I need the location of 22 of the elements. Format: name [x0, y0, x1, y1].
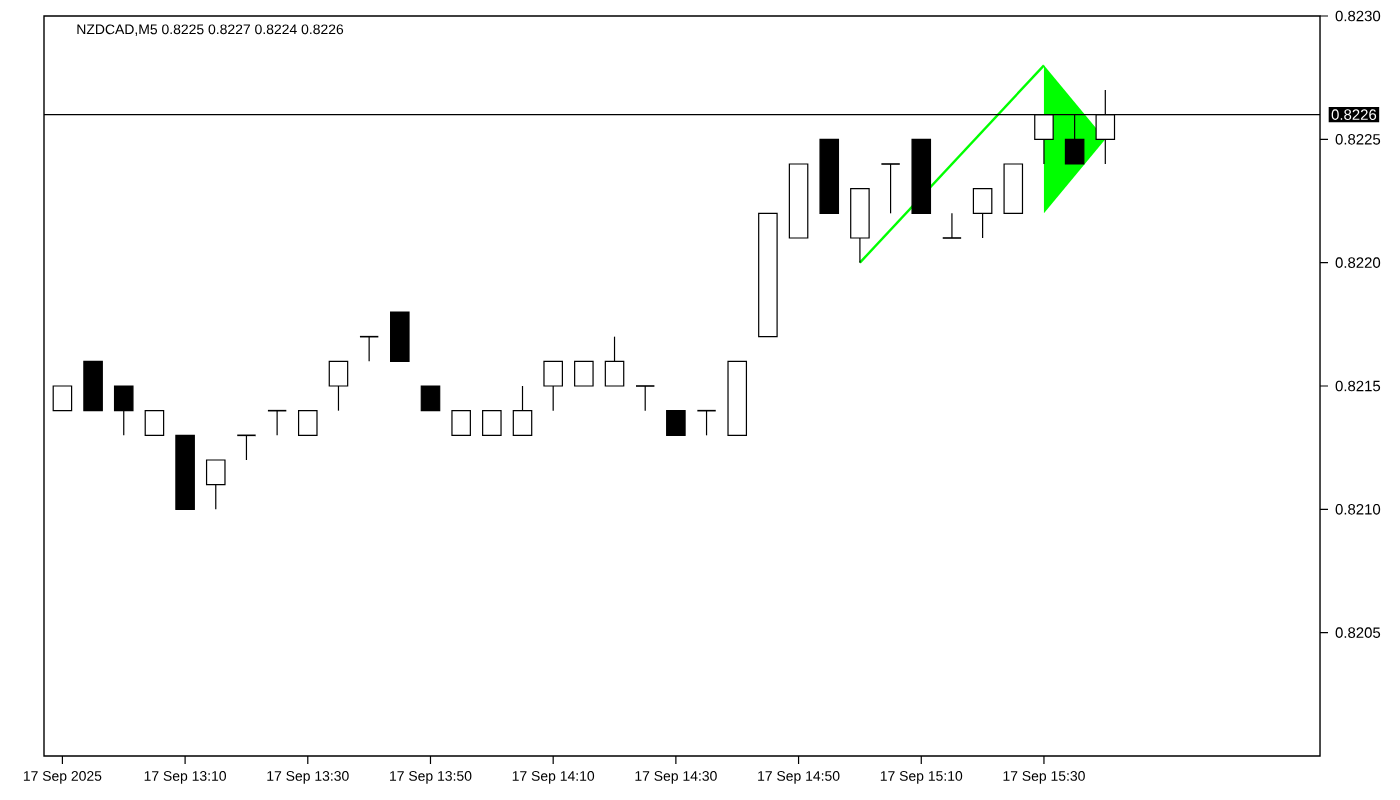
candlestick: [482, 410, 502, 436]
candlestick: [359, 335, 380, 362]
candlestick: [451, 410, 471, 436]
candlestick: [113, 385, 134, 436]
candlestick: [52, 385, 73, 412]
candlestick: [972, 188, 993, 239]
candlestick: [205, 459, 226, 510]
candlestick: [574, 360, 594, 387]
candlestick: [696, 409, 717, 436]
candlestick: [328, 360, 349, 412]
candlestick: [941, 212, 962, 239]
candlestick: [144, 410, 165, 436]
candlestick: [880, 163, 901, 214]
candlestick: [420, 385, 441, 412]
candlestick: [297, 410, 318, 436]
candlestick: [512, 385, 533, 436]
candlestick: [635, 385, 656, 412]
candlestick: [236, 434, 257, 461]
candlestick: [604, 336, 625, 387]
candlestick: [543, 360, 563, 412]
candlestick: [267, 409, 288, 436]
candlestick: [666, 410, 686, 436]
